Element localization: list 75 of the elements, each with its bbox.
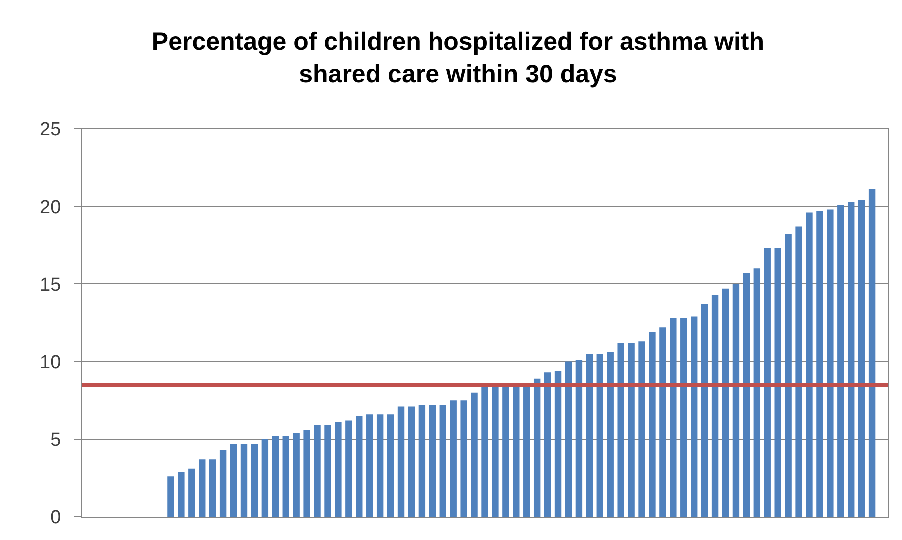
bar bbox=[251, 444, 258, 517]
y-tick-label: 5 bbox=[50, 430, 62, 452]
bar bbox=[596, 354, 604, 517]
bar bbox=[220, 450, 227, 517]
bar bbox=[586, 354, 594, 517]
bar bbox=[335, 422, 342, 517]
y-tick-label: 10 bbox=[40, 352, 62, 374]
bar bbox=[450, 400, 457, 517]
bar bbox=[712, 295, 719, 517]
bar bbox=[565, 362, 572, 517]
bar bbox=[722, 288, 730, 517]
bar bbox=[816, 211, 824, 517]
bar bbox=[691, 316, 698, 517]
bar bbox=[304, 430, 310, 517]
bar bbox=[471, 392, 478, 517]
bar bbox=[858, 200, 866, 517]
bar bbox=[282, 436, 290, 517]
y-tick-label: 25 bbox=[40, 120, 62, 141]
bar bbox=[638, 342, 646, 517]
bar bbox=[209, 460, 216, 517]
bar bbox=[356, 416, 363, 517]
bar bbox=[764, 248, 771, 517]
bar bbox=[324, 425, 332, 517]
bar bbox=[607, 352, 614, 517]
bar bbox=[398, 406, 405, 517]
bar bbox=[502, 386, 510, 517]
bar bbox=[806, 212, 813, 517]
y-tick-label: 15 bbox=[40, 274, 62, 296]
bar bbox=[262, 439, 269, 517]
bar bbox=[774, 248, 782, 517]
bar bbox=[554, 371, 562, 517]
bar bbox=[272, 436, 279, 517]
bar bbox=[848, 202, 855, 517]
bar bbox=[376, 414, 384, 517]
bar bbox=[743, 273, 750, 517]
bar bbox=[827, 210, 834, 517]
bar bbox=[868, 190, 876, 517]
bar bbox=[649, 332, 656, 517]
bar bbox=[460, 400, 468, 517]
y-tick-label: 20 bbox=[40, 197, 62, 218]
bar bbox=[240, 444, 248, 517]
bar bbox=[660, 328, 666, 517]
bar bbox=[440, 405, 446, 517]
bar bbox=[513, 386, 520, 517]
bar bbox=[524, 386, 530, 517]
bar bbox=[230, 444, 238, 517]
bar bbox=[544, 372, 552, 517]
bar bbox=[387, 414, 394, 517]
bar bbox=[754, 268, 761, 517]
bar bbox=[680, 318, 688, 517]
bar bbox=[838, 205, 844, 517]
bar bbox=[188, 468, 196, 517]
bar bbox=[366, 414, 374, 517]
bar bbox=[785, 234, 792, 517]
bar bbox=[314, 425, 321, 517]
bar bbox=[576, 360, 583, 517]
bar bbox=[293, 433, 300, 517]
bar bbox=[796, 226, 802, 517]
bar bbox=[482, 386, 488, 517]
bar bbox=[178, 472, 185, 517]
bar bbox=[199, 460, 206, 517]
bar bbox=[732, 284, 740, 517]
bar bbox=[346, 420, 352, 517]
bar bbox=[168, 476, 174, 517]
bar bbox=[670, 318, 677, 517]
bar bbox=[534, 378, 541, 517]
bar bbox=[418, 405, 426, 517]
bar bbox=[429, 405, 436, 517]
y-tick-label: 0 bbox=[50, 508, 62, 529]
chart-title: Percentage of children hospitalized for asthma with shared care within 30 days bbox=[152, 28, 765, 88]
bar bbox=[492, 386, 499, 517]
bar bbox=[701, 304, 708, 517]
bar bbox=[628, 343, 635, 517]
bar bbox=[618, 343, 624, 517]
bar bbox=[408, 406, 416, 517]
